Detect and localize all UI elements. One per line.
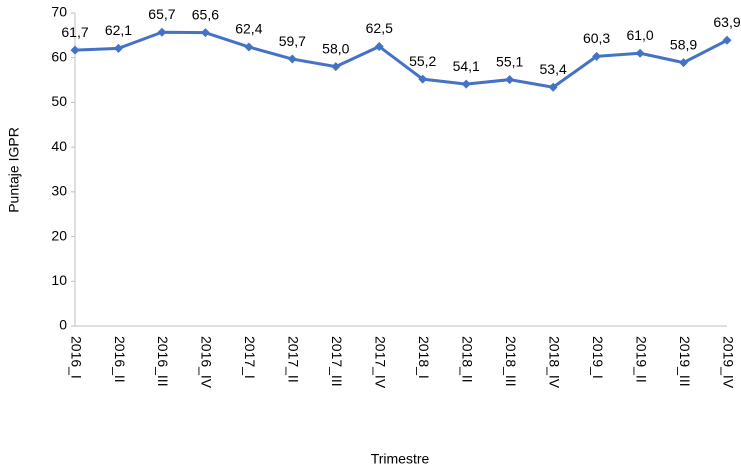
x-tick-label: 2018_II (459, 336, 475, 383)
data-point (505, 75, 515, 85)
y-tick-label: 50 (51, 93, 67, 109)
data-label: 61,0 (626, 27, 653, 43)
data-label: 61,7 (61, 24, 88, 40)
data-label: 58,0 (322, 40, 349, 56)
x-tick-label: 2019_IV (720, 336, 736, 389)
data-point (461, 79, 471, 89)
x-tick-label: 2016_IV (199, 336, 215, 389)
data-point (244, 42, 254, 52)
data-point (287, 54, 297, 64)
y-tick-label: 30 (51, 183, 67, 199)
x-tick-label: 2016_II (112, 336, 128, 383)
data-label: 63,9 (713, 14, 740, 30)
y-tick-label: 40 (51, 138, 67, 154)
data-label: 59,7 (279, 33, 306, 49)
data-label: 58,9 (670, 36, 697, 52)
x-tick-label: 2018_I (416, 336, 432, 379)
data-label: 65,6 (192, 6, 219, 22)
data-label: 62,5 (366, 20, 393, 36)
data-point (679, 58, 689, 68)
x-tick-label: 2018_IV (546, 336, 562, 389)
x-axis-title: Trimestre (371, 451, 430, 467)
x-tick-label: 2018_III (503, 336, 519, 387)
x-tick-label: 2016_III (155, 336, 171, 387)
x-tick-label: 2019_III (677, 336, 693, 387)
y-tick-label: 10 (51, 272, 67, 288)
y-axis-title: Puntaje IGPR (6, 127, 22, 213)
data-point (113, 43, 123, 53)
y-tick-label: 0 (59, 317, 67, 333)
data-label: 55,2 (409, 53, 436, 69)
data-point (200, 28, 210, 38)
data-point (592, 51, 602, 61)
data-label: 55,1 (496, 53, 523, 69)
y-tick-label: 70 (51, 4, 67, 20)
data-point (70, 45, 80, 55)
x-tick-label: 2019_II (633, 336, 649, 383)
data-label: 62,1 (105, 22, 132, 38)
data-label: 65,7 (148, 6, 175, 22)
series-line (74, 30, 728, 89)
data-point (418, 74, 428, 84)
data-label: 53,4 (540, 61, 567, 77)
x-tick-label: 2017_III (329, 336, 345, 387)
data-point (722, 35, 732, 45)
data-label: 60,3 (583, 30, 610, 46)
data-point (331, 62, 341, 72)
data-label: 62,4 (235, 21, 262, 37)
x-tick-label: 2016_I (68, 336, 84, 379)
x-tick-label: 2017_II (286, 336, 302, 383)
data-point (548, 82, 558, 92)
x-tick-label: 2019_I (590, 336, 606, 379)
y-tick-label: 20 (51, 227, 67, 243)
data-label: 54,1 (453, 58, 480, 74)
x-tick-label: 2017_IV (373, 336, 389, 389)
x-tick-label: 2017_I (242, 336, 258, 379)
data-point (157, 27, 167, 37)
y-tick-label: 60 (51, 48, 67, 64)
data-point (374, 42, 384, 52)
data-point (635, 48, 645, 58)
